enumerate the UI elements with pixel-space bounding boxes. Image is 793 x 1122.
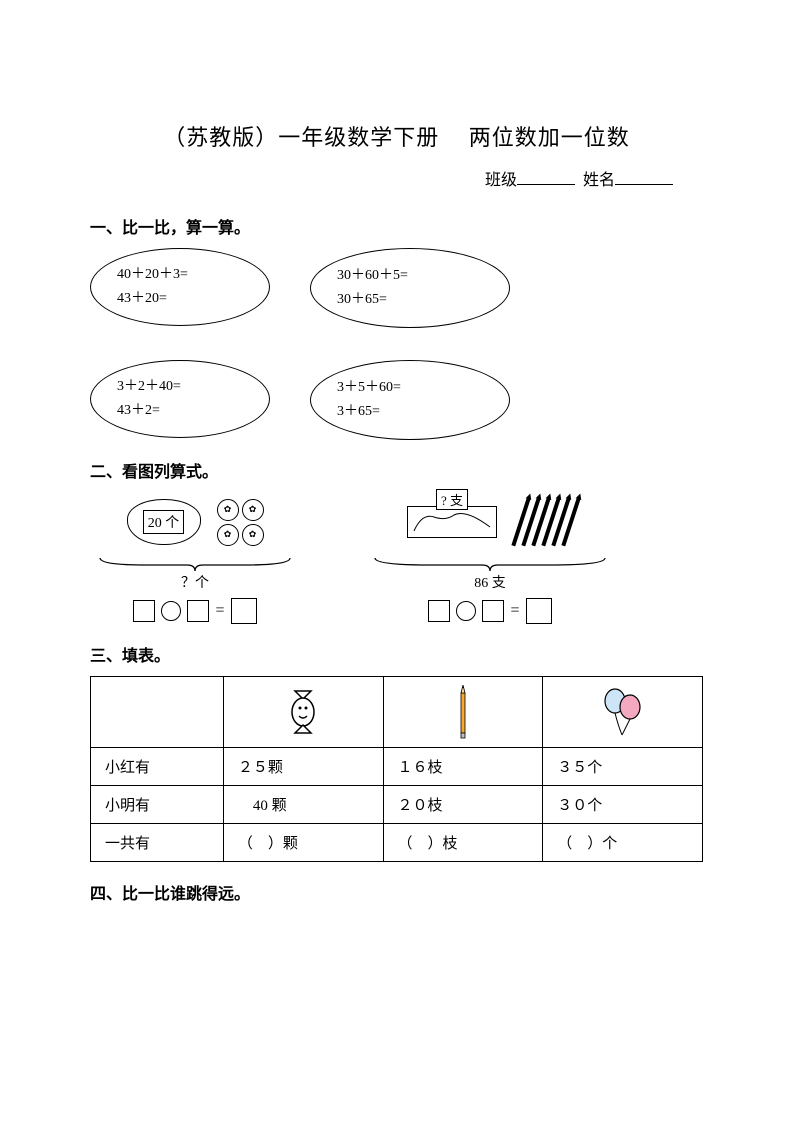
expr: 30＋65= [337, 288, 483, 312]
expr: 3＋65= [337, 400, 483, 424]
class-blank[interactable] [517, 171, 575, 185]
expr: 3＋2＋40= [117, 375, 243, 399]
name-label: 姓名 [583, 172, 615, 189]
brace-icon [90, 556, 300, 572]
expr: 30＋60＋5= [337, 264, 483, 288]
equation-blank[interactable]: = [428, 598, 551, 624]
pencil-icon [383, 677, 543, 748]
row-label: 一共有 [91, 824, 224, 862]
oval-4: 3＋5＋60= 3＋65= [310, 360, 510, 440]
pen-box-icon: ? 支 [407, 506, 497, 538]
balloons-icon [543, 677, 703, 748]
pens-icon [513, 497, 573, 547]
class-label: 班级 [485, 172, 517, 189]
row-label: 小红有 [91, 748, 224, 786]
cell[interactable]: （ ）颗 [223, 824, 383, 862]
cell: 40 颗 [223, 786, 383, 824]
row-label: 小明有 [91, 786, 224, 824]
class-name-line: 班级 姓名 [90, 166, 703, 190]
oval-2: 30＋60＋5= 30＋65= [310, 248, 510, 328]
cell: ３５个 [543, 748, 703, 786]
cell[interactable]: （ ）个 [543, 824, 703, 862]
basket-icon: 20 个 [127, 499, 201, 545]
oval-1: 40＋20＋3= 43＋20= [90, 248, 270, 326]
expr: 43＋2= [117, 399, 243, 423]
basket-label: 20 个 [143, 510, 185, 534]
cell: ２５颗 [223, 748, 383, 786]
oval-3: 3＋2＋40= 43＋2= [90, 360, 270, 438]
name-blank[interactable] [615, 171, 673, 185]
picture-problem-2: ? 支 86 支 = [370, 492, 610, 624]
balls-icon: ✿✿ ✿✿ [217, 499, 264, 546]
expr: 43＋20= [117, 287, 243, 311]
question-label: ？个 [181, 572, 209, 592]
cell: ２０枝 [383, 786, 543, 824]
cell: ３０个 [543, 786, 703, 824]
section2-head: 二、看图列算式。 [90, 458, 703, 482]
picture-problem-1: 20 个 ✿✿ ✿✿ ？个 = [90, 492, 300, 624]
brace-icon [370, 556, 610, 572]
expr: 40＋20＋3= [117, 263, 243, 287]
page-title: （苏教版）一年级数学下册 两位数加一位数 [90, 120, 703, 152]
fill-table: 小红有 ２５颗 １６枝 ３５个 小明有 40 颗 ２０枝 ３０个 一共有 （ ）… [90, 676, 703, 862]
question-label: 86 支 [474, 572, 506, 592]
cell[interactable]: （ ）枝 [383, 824, 543, 862]
section3-head: 三、填表。 [90, 642, 703, 666]
section1-head: 一、比一比，算一算。 [90, 214, 703, 238]
candy-icon [223, 677, 383, 748]
pen-box-label: ? 支 [436, 489, 468, 510]
section4-head: 四、比一比谁跳得远。 [90, 880, 703, 904]
cell: １６枝 [383, 748, 543, 786]
expr: 3＋5＋60= [337, 376, 483, 400]
equation-blank[interactable]: = [133, 598, 256, 624]
